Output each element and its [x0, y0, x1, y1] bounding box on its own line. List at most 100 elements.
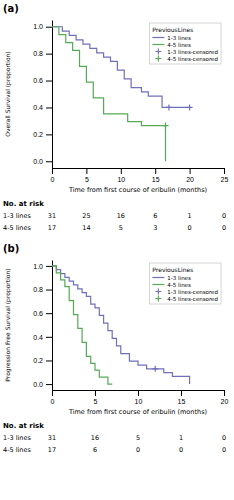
- y-tick: 0.2: [33, 131, 52, 138]
- x-tick: 20: [186, 168, 194, 183]
- at-risk-count: 0: [222, 446, 226, 454]
- x-tick: 5: [94, 390, 98, 405]
- legend: PreviousLines 1-3 lines4-5 lines1-3 lines…: [149, 23, 221, 64]
- legend-label: 1-3 lines: [167, 275, 191, 281]
- x-axis-title: Time from first course of eribulin (mont…: [68, 408, 207, 416]
- at-risk-table: No. at risk1-3 lines31165104-5 lines1760…: [3, 422, 226, 454]
- y-tick-label: 0.2: [33, 131, 43, 138]
- x-axis-line: [53, 168, 225, 169]
- x-tick-mark: [138, 390, 139, 396]
- legend-symbol: [152, 44, 164, 45]
- legend-symbol: [152, 37, 164, 38]
- at-risk-table: No. at risk1-3 lines3125166104-5 lines17…: [3, 200, 226, 232]
- legend-title: PreviousLines: [152, 266, 193, 273]
- x-tick-mark: [52, 168, 53, 174]
- x-tick-label: 10: [117, 176, 125, 183]
- legend-label: 4-5 lines: [167, 282, 191, 288]
- legend-label: 4-5 lines: [167, 42, 191, 48]
- marks: [52, 27, 193, 162]
- x-tick-mark: [224, 168, 225, 174]
- censor-marker: [166, 104, 172, 110]
- y-tick-mark: [46, 313, 52, 314]
- censor-marker: [163, 123, 169, 129]
- x-tick-label: 20: [186, 176, 194, 183]
- x-tick-mark: [155, 168, 156, 174]
- legend-title: PreviousLines: [152, 26, 193, 33]
- y-tick: 0.0: [33, 158, 52, 165]
- legend-label: 4-5 lines-censored: [167, 56, 218, 62]
- x-axis: 05101520: [51, 390, 229, 405]
- x-tick-mark: [190, 168, 191, 174]
- legend-label: 1-3 lines-censored: [167, 289, 218, 295]
- x-tick-label: 15: [152, 176, 160, 183]
- at-risk-count: 0: [136, 446, 140, 454]
- legend-box: [149, 23, 221, 64]
- censor-marker: [152, 366, 158, 372]
- at-risk-count: 16: [91, 434, 99, 442]
- legend-symbol: [155, 56, 161, 62]
- x-tick: 0: [51, 168, 55, 183]
- y-tick-label: 0.4: [33, 334, 43, 341]
- x-tick: 15: [152, 168, 160, 183]
- x-axis: 0 5 10 15 20 25: [51, 168, 229, 183]
- legend-label: 1-3 lines-censored: [167, 49, 218, 55]
- x-tick-label: 15: [178, 398, 186, 405]
- at-risk-count: 0: [188, 224, 192, 232]
- at-risk-count: 17: [48, 224, 56, 232]
- x-tick: 20: [221, 390, 229, 405]
- x-tick-mark: [86, 168, 87, 174]
- x-tick-mark: [121, 168, 122, 174]
- y-tick: 1.0: [33, 263, 52, 270]
- chart-title: (b): [3, 243, 19, 254]
- chart-title: (a): [3, 3, 19, 14]
- y-tick-mark: [46, 27, 52, 28]
- y-axis-title: Overall Survival (proportion): [4, 51, 12, 136]
- at-risk-count: 5: [136, 434, 140, 442]
- y-axis: 0.00.20.40.60.81.0: [33, 21, 52, 169]
- y-axis: 0.00.20.40.60.81.0: [33, 261, 52, 391]
- y-tick: 0.2: [33, 357, 52, 364]
- at-risk-count: 0: [179, 446, 183, 454]
- x-tick-mark: [224, 390, 225, 396]
- y-tick: 0.0: [33, 381, 52, 388]
- panel: (b)051015200.00.20.40.60.81.0PreviousLin…: [3, 243, 228, 454]
- x-tick-label: 20: [221, 398, 229, 405]
- at-risk-row-label: 1-3 lines: [3, 212, 31, 220]
- legend-symbol: [152, 277, 164, 278]
- x-tick-mark: [95, 390, 96, 396]
- x-tick-label: 25: [221, 176, 229, 183]
- y-tick-label: 0.0: [33, 381, 43, 388]
- x-tick: 5: [85, 168, 89, 183]
- legend-symbol: [155, 289, 161, 295]
- y-tick-mark: [46, 81, 52, 82]
- plot: 05101520250.00.20.40.60.81.0PreviousLine…: [33, 21, 228, 183]
- x-tick: 10: [135, 390, 143, 405]
- y-tick: 0.4: [33, 334, 52, 341]
- y-tick-mark: [46, 161, 52, 162]
- at-risk-count: 3: [153, 224, 157, 232]
- censor-marker: [187, 104, 193, 110]
- x-tick-label: 10: [135, 398, 143, 405]
- y-tick-mark: [46, 134, 52, 135]
- y-tick-mark: [46, 337, 52, 338]
- y-tick-label: 1.0: [33, 263, 43, 270]
- figure: (a)05101520250.00.20.40.60.81.0PreviousL…: [0, 0, 234, 500]
- y-tick: 0.6: [33, 77, 52, 84]
- x-tick: 25: [221, 168, 229, 183]
- y-axis-line: [52, 21, 53, 169]
- legend-symbol: [155, 49, 161, 55]
- at-risk-count: 0: [222, 434, 226, 442]
- y-tick-label: 0.2: [33, 357, 43, 364]
- x-tick: 15: [178, 390, 186, 405]
- at-risk-count: 25: [82, 212, 90, 220]
- y-tick: 0.8: [33, 50, 52, 57]
- at-risk-row-label: 4-5 lines: [3, 224, 31, 232]
- plot: 051015200.00.20.40.60.81.0PreviousLines1…: [33, 261, 228, 405]
- y-tick-mark: [46, 107, 52, 108]
- at-risk-count: 1: [179, 434, 183, 442]
- y-tick-mark: [46, 54, 52, 55]
- legend-label: 1-3 lines: [167, 35, 191, 41]
- survival-line: [52, 266, 112, 384]
- y-tick: 1.0: [33, 23, 52, 30]
- y-tick: 0.8: [33, 286, 52, 293]
